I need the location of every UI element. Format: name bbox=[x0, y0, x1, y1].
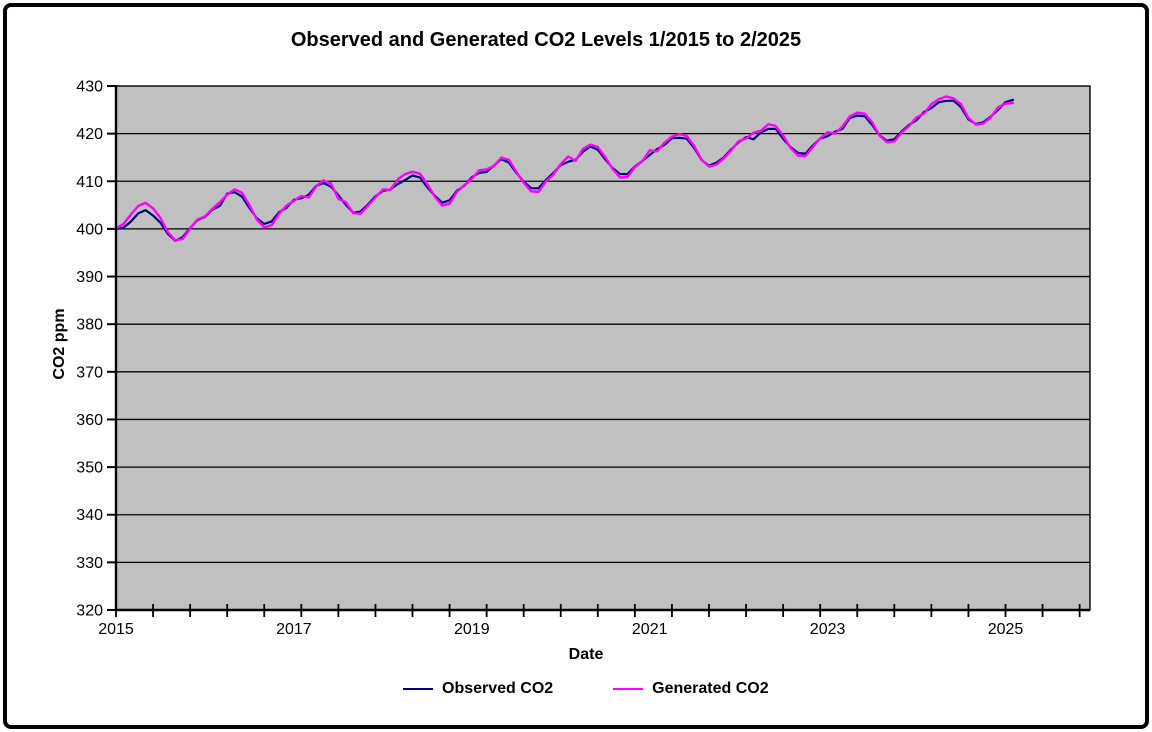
x-tick-label: 2021 bbox=[632, 621, 668, 638]
y-tick-label: 410 bbox=[76, 174, 103, 191]
legend-swatch-observed-line bbox=[403, 688, 433, 690]
y-tick-label: 430 bbox=[76, 79, 103, 96]
legend-label-observed: Observed CO2 bbox=[442, 680, 554, 697]
legend-label-generated: Generated CO2 bbox=[652, 680, 769, 697]
x-axis-title: Date bbox=[568, 646, 604, 663]
x-tick-label: 2015 bbox=[98, 621, 134, 638]
plot-background bbox=[115, 85, 1091, 611]
y-tick-label: 400 bbox=[76, 221, 103, 238]
x-tick-label: 2019 bbox=[454, 621, 490, 638]
y-tick-label: 330 bbox=[76, 555, 103, 572]
y-tick-label: 380 bbox=[76, 317, 103, 334]
y-tick-label: 340 bbox=[76, 507, 103, 524]
series-line-generated-co2 bbox=[114, 95, 1015, 242]
y-tick-label: 390 bbox=[76, 269, 103, 286]
y-tick-label: 420 bbox=[76, 126, 103, 143]
y-axis-title: CO2 ppm bbox=[51, 308, 68, 380]
legend-swatch-generated-line bbox=[613, 688, 644, 690]
x-tick-label: 2025 bbox=[988, 621, 1024, 638]
y-tick-label: 350 bbox=[76, 460, 103, 477]
series-line-observed-co2 bbox=[114, 98, 1015, 242]
x-tick-label: 2017 bbox=[276, 621, 312, 638]
chart-title: Observed and Generated CO2 Levels 1/2015… bbox=[290, 29, 802, 51]
y-tick-label: 370 bbox=[76, 364, 103, 381]
x-tick-label: 2023 bbox=[810, 621, 846, 638]
y-tick-label: 320 bbox=[76, 603, 103, 620]
y-tick-label: 360 bbox=[76, 412, 103, 429]
legend: Observed CO2 Generated CO2 bbox=[403, 680, 769, 698]
